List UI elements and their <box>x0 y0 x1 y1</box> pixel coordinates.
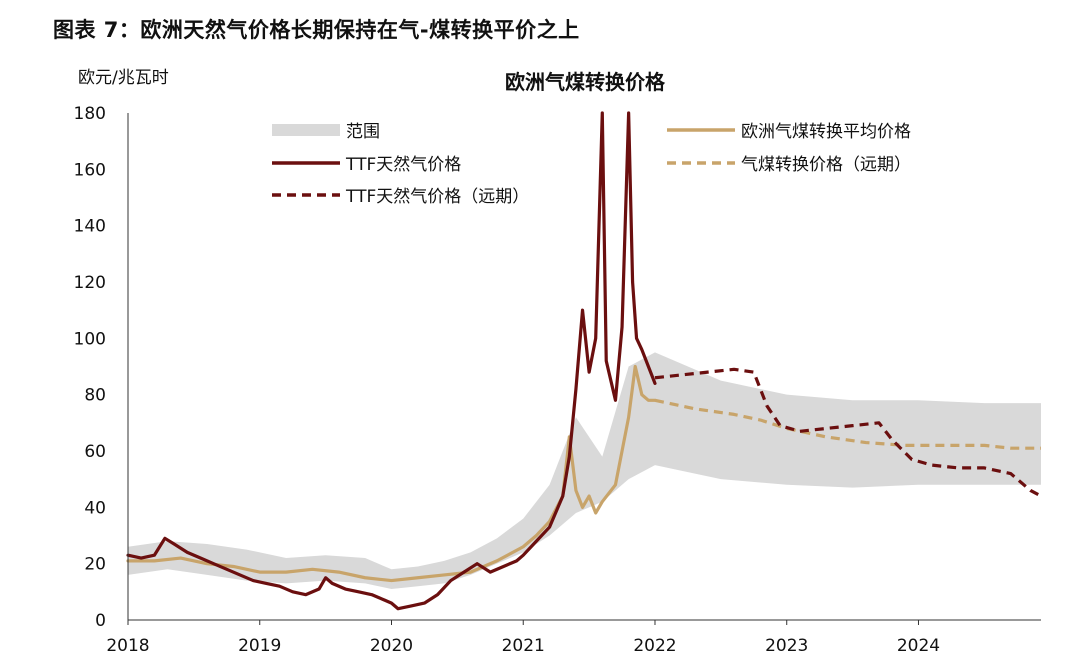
x-tick-label: 2024 <box>897 636 940 656</box>
series-line-3 <box>654 367 1042 498</box>
y-tick-label: 120 <box>74 273 106 293</box>
series-line-0 <box>126 364 657 583</box>
x-tick-label: 2023 <box>765 636 808 656</box>
series-line-2 <box>126 111 657 611</box>
legend: 范围 TTF天然气价格 TTF天然气价格（远期） 欧洲气煤转换平均价格气煤转换价格（远… <box>272 122 911 207</box>
y-tick-label: 180 <box>74 104 106 124</box>
axes: 0 20 40 60 80 100 120 140 160 180 2018 2019 2020 2021… <box>74 104 1041 656</box>
y-tick-label: 0 <box>95 611 106 631</box>
legend-label: TTF天然气价格（远期） <box>345 187 529 207</box>
chart-title: 欧洲气煤转换价格 <box>505 70 665 94</box>
y-tick-label: 160 <box>74 160 106 180</box>
x-tick-label: 2020 <box>370 636 413 656</box>
series-line-1 <box>654 398 1041 450</box>
y-tick-label: 140 <box>74 217 106 237</box>
y-axis-unit-label: 欧元/兆瓦时 <box>78 68 169 88</box>
y-tick-label: 40 <box>84 498 106 518</box>
y-tick-label: 80 <box>84 386 106 406</box>
y-tick-label: 20 <box>84 555 106 575</box>
legend-label: TTF天然气价格 <box>345 155 461 175</box>
legend-swatch-band <box>272 124 340 136</box>
x-tick-label: 2021 <box>502 636 545 656</box>
x-tick-label: 2022 <box>633 636 676 656</box>
figure-title: 图表 7：欧洲天然气价格长期保持在气-煤转换平价之上 <box>53 18 580 42</box>
legend-label: 气煤转换价格（远期） <box>741 155 911 175</box>
range-band <box>128 352 1041 590</box>
legend-label: 欧洲气煤转换平均价格 <box>741 122 911 142</box>
x-tick-label: 2019 <box>238 636 281 656</box>
x-tick-label: 2018 <box>106 636 149 656</box>
y-tick-label: 100 <box>74 329 106 349</box>
legend-label: 范围 <box>346 122 380 142</box>
plot-area <box>126 111 1042 611</box>
y-tick-label: 60 <box>84 442 106 462</box>
